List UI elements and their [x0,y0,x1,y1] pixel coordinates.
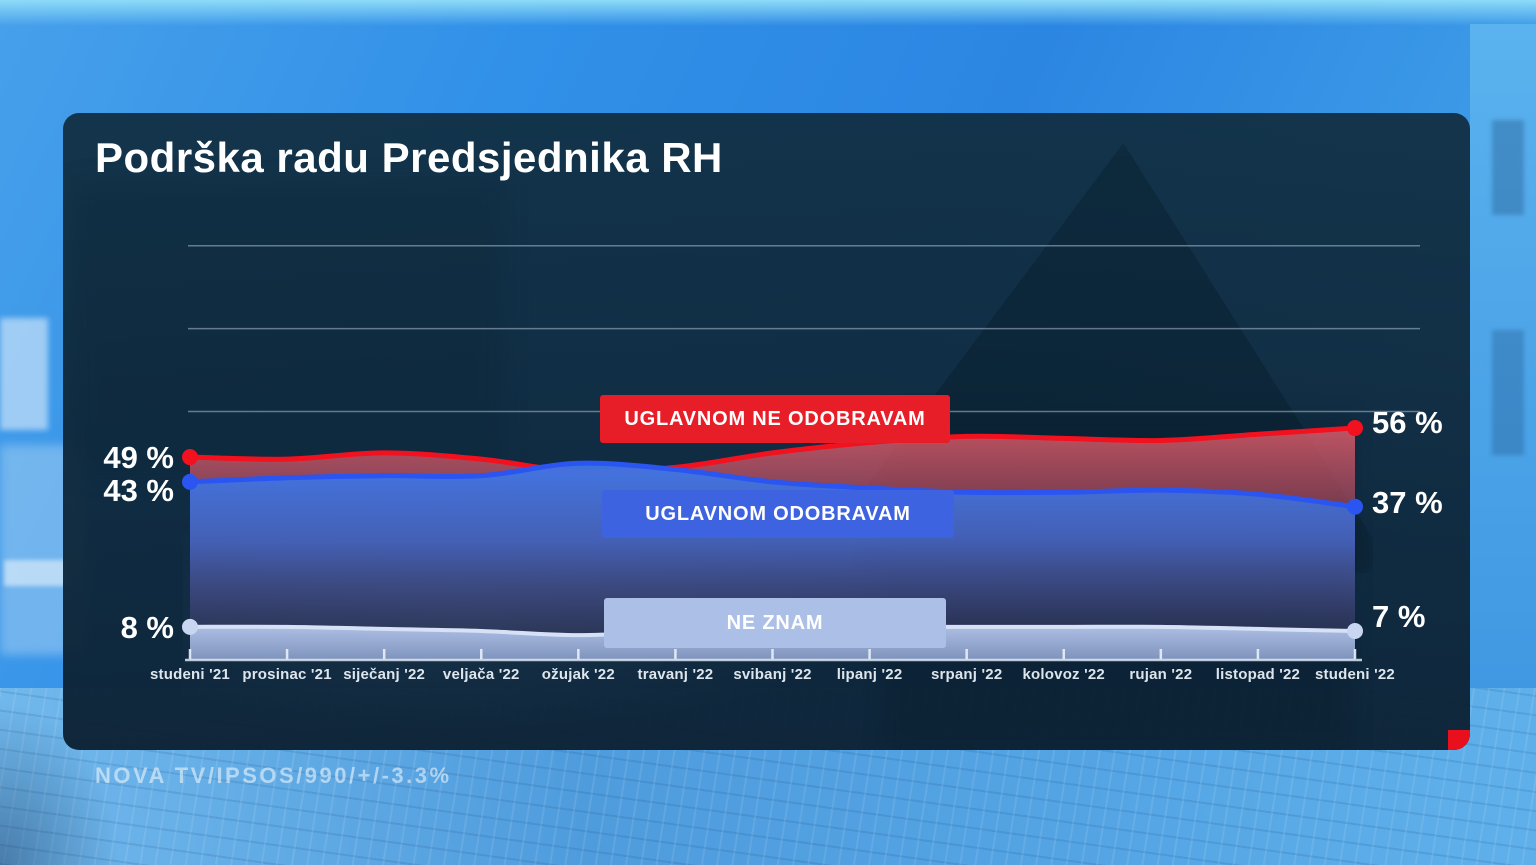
x-axis-label: veljača '22 [442,666,520,683]
background-building-left [0,318,48,430]
series-area-1 [190,463,1355,660]
background-sky-strip [0,0,1536,26]
value-label-dontknow-start: 8 % [120,610,174,645]
endpoint-dot [1347,623,1363,640]
endpoint-dot [182,473,198,490]
value-label-approve-end: 37 % [1372,485,1443,520]
trend-chart [182,245,1420,662]
x-axis-label: lipanj '22 [836,666,903,683]
x-axis-label: listopad '22 [1215,666,1301,683]
background-building-left [4,560,68,586]
x-axis-label: studeni '21 [150,666,230,683]
value-label-disapprove-start: 49 % [103,440,174,475]
background-window [1492,120,1524,215]
endpoint-dot [1347,498,1363,515]
value-label-approve-start: 43 % [103,473,174,508]
red-corner-accent [1448,730,1470,750]
page-title: Podrška radu Predsjednika RH [95,134,723,181]
legend-disapprove: UGLAVNOM NE ODOBRAVAM [600,395,950,443]
endpoint-dot [182,449,198,466]
endpoint-dot [1347,420,1363,437]
x-axis-labels: studeni '21 prosinac '21 siječanj '22 velja… [0,666,1536,696]
background-building-right [1470,24,1536,724]
x-axis-label: siječanj '22 [343,666,426,683]
legend-approve: UGLAVNOM ODOBRAVAM [602,490,954,538]
value-label-disapprove-end: 56 % [1372,405,1443,440]
x-axis-label: svibanj '22 [733,666,812,683]
background-window [1492,330,1524,455]
endpoint-dot [182,618,198,635]
source-credit: NOVA TV/IPSOS/990/+/-3.3% [95,763,452,788]
background-silhouette [73,183,503,473]
legend-dontknow: NE ZNAM [604,598,946,648]
x-axis-label: srpanj '22 [930,666,1003,683]
x-axis-label: prosinac '21 [242,666,332,683]
x-axis-label: ožujak '22 [541,666,615,683]
series-line-0 [187,425,1358,475]
series-line-1 [187,460,1358,510]
x-axis-label: kolovoz '22 [1022,666,1105,683]
x-axis-label: travanj '22 [637,666,714,683]
x-axis-label: rujan '22 [1129,666,1193,683]
x-axis-label: studeni '22 [1315,666,1395,683]
value-label-dontknow-end: 7 % [1372,599,1426,634]
